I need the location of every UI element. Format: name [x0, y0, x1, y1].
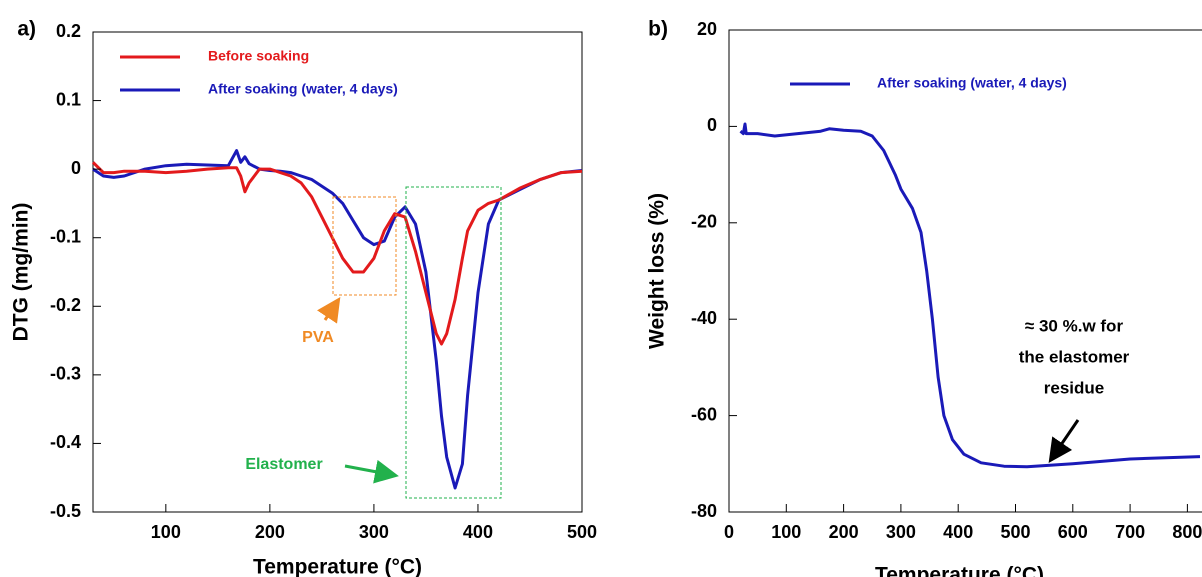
y-tick-label: -0.4	[50, 432, 81, 452]
x-tick-label: 700	[1115, 522, 1145, 542]
legend-label: After soaking (water, 4 days)	[877, 75, 1067, 91]
y-tick-label: -0.5	[50, 501, 81, 521]
annotation: residue	[1044, 378, 1104, 397]
elastomer-arrow	[344, 459, 399, 484]
y-tick-label: 20	[697, 19, 717, 39]
plot-frame	[728, 29, 1202, 513]
y-tick-label: 0	[707, 115, 717, 135]
x-tick-label: 500	[1000, 522, 1030, 542]
panel-label: b)	[648, 18, 668, 41]
x-tick-label: 400	[943, 522, 973, 542]
y-tick-label: -0.3	[50, 364, 81, 384]
annotation: the elastomer	[1019, 347, 1130, 366]
x-tick-label: 300	[359, 522, 389, 542]
x-tick-label: 300	[886, 522, 916, 542]
pva-box	[332, 196, 397, 296]
y-tick-label: -60	[691, 404, 717, 424]
y-axis-label: Weight loss (%)	[646, 193, 669, 349]
y-tick-label: 0	[71, 158, 81, 178]
annotation: PVA	[302, 329, 334, 346]
series-line	[739, 122, 1201, 469]
y-axis-label: DTG (mg/min)	[10, 203, 33, 342]
y-tick-label: 0.2	[56, 21, 81, 41]
x-tick-label: 400	[463, 522, 493, 542]
y-tick-label: -20	[691, 212, 717, 232]
y-tick-label: -80	[691, 501, 717, 521]
pva-arrow	[317, 297, 341, 324]
panel-label: a)	[17, 18, 36, 41]
x-tick-label: 100	[151, 522, 181, 542]
legend-label: Before soaking	[208, 48, 309, 64]
x-axis-label: Temperature (°C)	[875, 564, 1044, 577]
x-tick-label: 0	[724, 522, 734, 542]
residue-arrow	[1048, 419, 1080, 463]
legend-label: After soaking (water, 4 days)	[208, 81, 398, 97]
x-tick-label: 800	[1172, 522, 1202, 542]
y-tick-label: -0.1	[50, 226, 81, 246]
x-tick-label: 500	[567, 522, 597, 542]
annotation: ≈ 30 %.w for	[1025, 316, 1124, 335]
y-tick-label: -0.2	[50, 295, 81, 315]
annotation: Elastomer	[245, 456, 322, 473]
x-tick-label: 200	[829, 522, 859, 542]
y-tick-label: -40	[691, 308, 717, 328]
plot-frame	[92, 31, 583, 513]
x-axis-label: Temperature (°C)	[253, 556, 422, 577]
x-tick-label: 100	[771, 522, 801, 542]
x-tick-label: 600	[1058, 522, 1088, 542]
x-tick-label: 200	[255, 522, 285, 542]
series-line	[91, 161, 583, 346]
y-tick-label: 0.1	[56, 89, 81, 109]
elastomer-box	[405, 186, 502, 499]
series-line	[92, 149, 583, 490]
